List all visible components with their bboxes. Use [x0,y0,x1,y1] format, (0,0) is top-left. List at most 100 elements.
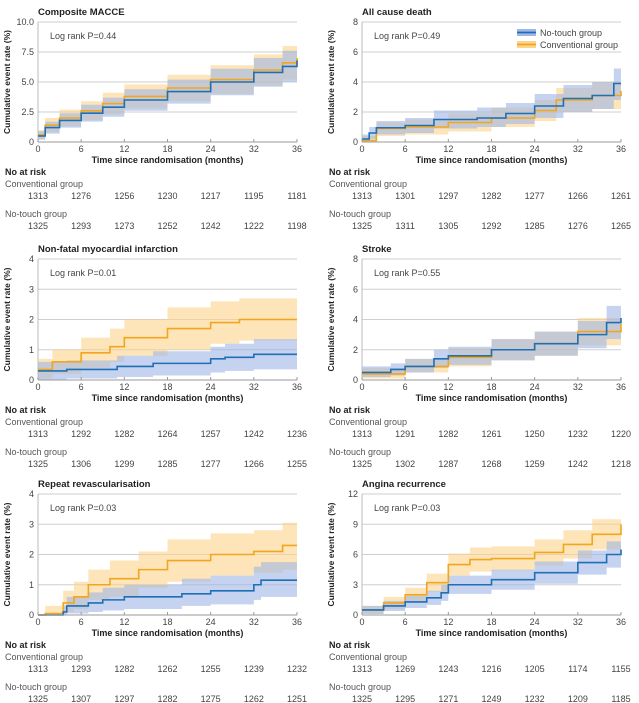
risk-no-touch: 1218 [611,459,631,469]
risk-no-touch: 1287 [438,459,458,469]
risk-no-touch: 1325 [28,459,48,469]
y-tick-label: 0 [29,137,34,147]
no-touch-line [38,60,298,137]
y-tick-label: 0 [353,610,358,620]
x-tick-label: 32 [249,144,259,154]
panel-title: Non-fatal myocardial infarction [38,244,178,255]
risk-header: No at risk [329,405,371,415]
risk-label-conventional: Conventional group [329,417,407,427]
risk-conventional: 1266 [568,191,588,201]
x-tick-label: 0 [359,382,364,392]
risk-no-touch: 1299 [114,459,134,469]
x-tick-label: 6 [79,144,84,154]
risk-no-touch: 1265 [611,221,631,231]
conventional-line [362,524,622,611]
y-tick-label: 6 [353,47,358,57]
y-tick-label: 2 [353,345,358,355]
no-touch-line [362,549,622,611]
risk-no-touch: 1325 [352,459,372,469]
panel-2: Non-fatal myocardial infarction01234Cumu… [2,244,307,469]
risk-conventional: 1282 [114,429,134,439]
risk-conventional: 1232 [287,664,307,674]
x-tick-label: 24 [530,144,540,154]
y-axis-label: Cumulative event rate (%) [2,30,12,134]
risk-header: No at risk [329,167,371,177]
risk-conventional: 1230 [157,191,177,201]
x-tick-label: 36 [616,382,626,392]
risk-conventional: 1195 [244,191,263,201]
x-axis-label: Time since randomisation (months) [92,393,244,403]
risk-conventional: 1313 [28,429,48,439]
logrank-p: Log rank P=0.44 [50,31,116,41]
risk-conventional: 1293 [71,664,91,674]
y-tick-label: 0 [29,610,34,620]
panel-title: Repeat revascularisation [38,479,151,490]
x-tick-label: 18 [486,382,496,392]
risk-no-touch: 1273 [114,221,134,231]
x-axis-label: Time since randomisation (months) [92,628,244,638]
y-axis-label: Cumulative event rate (%) [326,502,336,606]
risk-conventional: 1220 [611,429,631,439]
risk-conventional: 1232 [568,429,588,439]
x-tick-label: 18 [162,382,172,392]
risk-conventional: 1242 [244,429,264,439]
y-tick-label: 4 [353,77,358,87]
y-axis-label: Cumulative event rate (%) [326,267,336,371]
y-axis-label: Cumulative event rate (%) [2,502,12,606]
risk-conventional: 1282 [114,664,134,674]
y-axis-label: Cumulative event rate (%) [326,30,336,134]
risk-no-touch: 1325 [352,221,372,231]
risk-conventional: 1297 [438,191,458,201]
risk-no-touch: 1242 [568,459,588,469]
no-touch-ci-band [362,68,621,142]
panel-title: Composite MACCE [38,7,125,18]
risk-label-conventional: Conventional group [5,652,83,662]
x-tick-label: 0 [35,144,40,154]
x-tick-label: 36 [616,617,626,627]
risk-conventional: 1256 [114,191,134,201]
y-tick-label: 0 [353,137,358,147]
x-tick-label: 12 [119,617,129,627]
risk-no-touch: 1325 [28,221,48,231]
risk-no-touch: 1285 [157,459,177,469]
risk-conventional: 1313 [28,191,48,201]
y-tick-label: 1 [29,580,34,590]
x-axis-label: Time since randomisation (months) [416,155,568,165]
logrank-p: Log rank P=0.03 [374,503,440,513]
y-tick-label: 3 [353,580,358,590]
risk-header: No at risk [5,167,47,177]
risk-conventional: 1205 [525,664,545,674]
x-axis-label: Time since randomisation (months) [416,628,568,638]
risk-no-touch: 1259 [525,459,545,469]
x-tick-label: 18 [486,617,496,627]
y-tick-label: 4 [29,254,34,264]
risk-label-conventional: Conventional group [5,179,83,189]
no-touch-line [38,353,297,372]
conventional-line [38,544,297,616]
y-tick-label: 5.0 [21,77,34,87]
risk-conventional: 1277 [525,191,545,201]
x-tick-label: 36 [292,617,302,627]
risk-no-touch: 1249 [481,694,501,703]
risk-no-touch: 1306 [71,459,91,469]
legend-label: No-touch group [540,28,602,38]
risk-no-touch: 1285 [525,221,545,231]
risk-no-touch: 1268 [481,459,501,469]
y-tick-label: 3 [29,284,34,294]
y-axis-label: Cumulative event rate (%) [2,267,12,371]
x-tick-label: 18 [486,144,496,154]
risk-conventional: 1276 [71,191,91,201]
risk-no-touch: 1282 [157,694,177,703]
risk-header: No at risk [5,405,47,415]
x-tick-label: 12 [443,617,453,627]
x-tick-label: 0 [359,144,364,154]
y-tick-label: 6 [353,550,358,560]
panel-title: Angina recurrence [362,479,446,490]
x-tick-label: 18 [162,617,172,627]
risk-conventional: 1261 [611,191,631,201]
logrank-p: Log rank P=0.01 [50,268,116,278]
risk-no-touch: 1251 [287,694,307,703]
risk-conventional: 1243 [438,664,458,674]
risk-no-touch: 1271 [438,694,458,703]
